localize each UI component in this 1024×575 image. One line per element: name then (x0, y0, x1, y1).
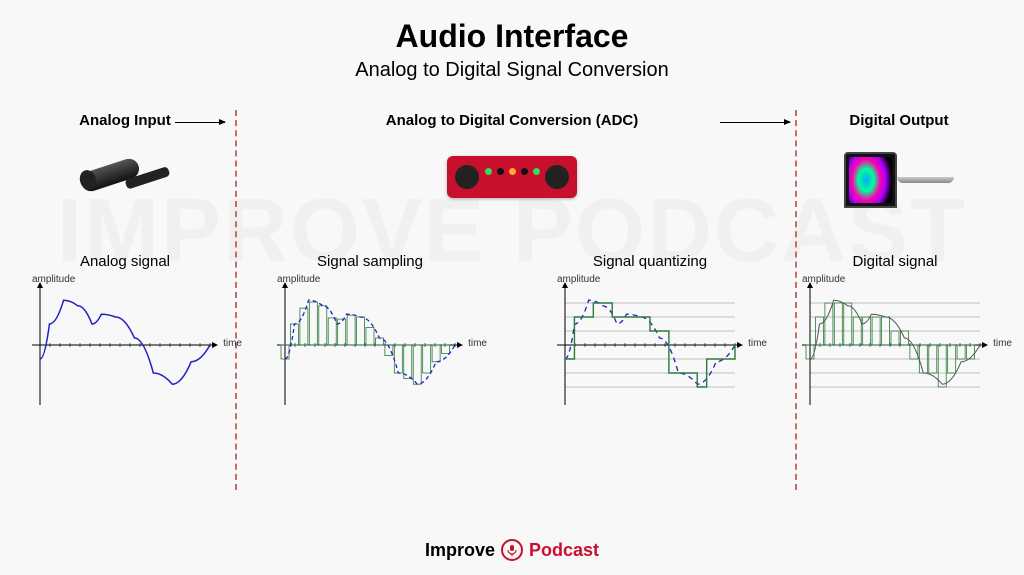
page-subtitle: Analog to Digital Signal Conversion (0, 59, 1024, 82)
output-heading: Digital Output (849, 112, 948, 129)
title-block: Audio Interface Analog to Digital Signal… (0, 0, 1024, 82)
axis-x-label: time (223, 338, 242, 349)
microphone-icon (70, 147, 180, 207)
axis-y-label: amplitude (802, 274, 845, 285)
chart-quantizing: amplitude time (555, 280, 745, 410)
axis-x-label: time (993, 338, 1012, 349)
chart-analog: amplitude time (30, 280, 220, 410)
footer-mic-icon (501, 539, 523, 561)
axis-y-label: amplitude (557, 274, 600, 285)
axis-x-label: time (468, 338, 487, 349)
footer-brand-left: Improve (425, 540, 495, 561)
footer: Improve Podcast (0, 539, 1024, 561)
axis-y-label: amplitude (277, 274, 320, 285)
chart-sampling: amplitude time (275, 280, 465, 410)
chart-digital: amplitude time (800, 280, 990, 410)
footer-brand-right: Podcast (529, 540, 599, 561)
laptop-icon (844, 147, 954, 213)
axis-x-label: time (748, 338, 767, 349)
input-heading: Analog Input (79, 112, 171, 129)
audio-interface-icon (447, 147, 577, 207)
axis-y-label: amplitude (32, 274, 75, 285)
device-row: Analog Input Analog to Digital Conversio… (0, 112, 1024, 213)
page-title: Audio Interface (0, 18, 1024, 55)
adc-heading: Analog to Digital Conversion (ADC) (386, 112, 639, 129)
